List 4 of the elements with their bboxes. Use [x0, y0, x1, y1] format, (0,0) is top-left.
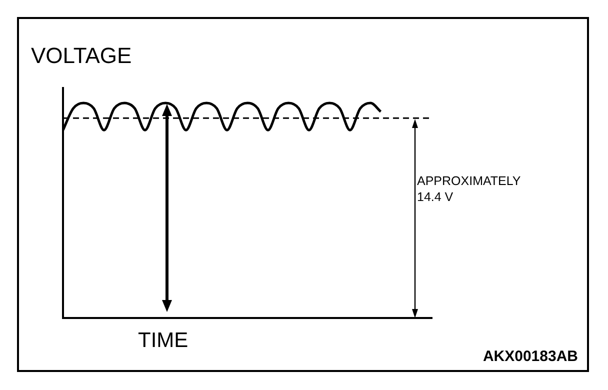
text: AKX00183AB: [482, 348, 578, 365]
y-axis-title: VOLTAGE: [31, 43, 132, 69]
x-axis-title: TIME: [138, 329, 188, 353]
ref-line-label: APPROXIMATELY 14.4 V: [417, 173, 521, 205]
